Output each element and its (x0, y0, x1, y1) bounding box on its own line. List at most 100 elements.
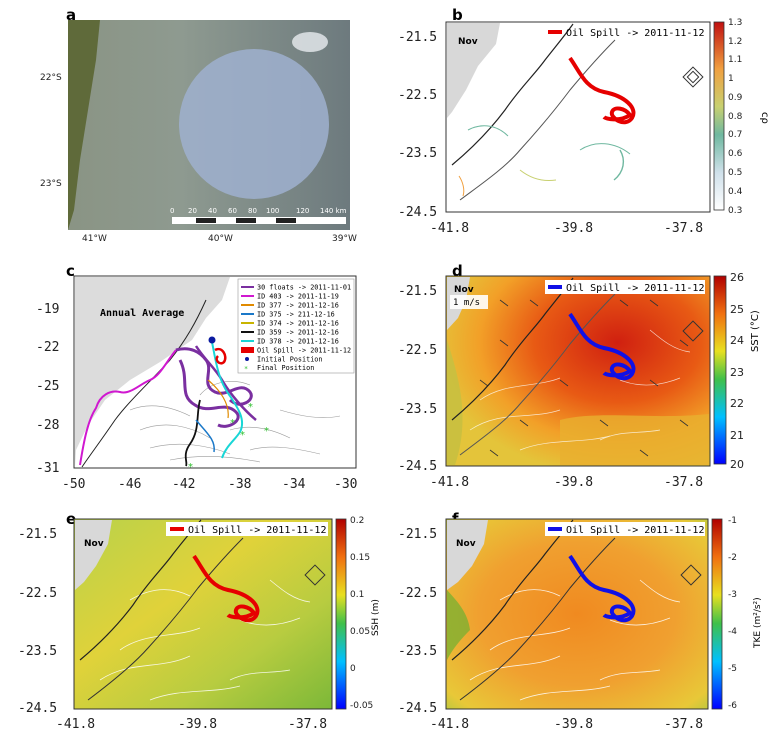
svg-text:0.3: 0.3 (728, 206, 742, 216)
svg-text:Initial Position: Initial Position (257, 356, 322, 364)
svg-text:-21.5: -21.5 (18, 527, 57, 542)
svg-text:*: * (230, 418, 235, 429)
svg-text:-3: -3 (728, 590, 737, 600)
svg-text:-22.5: -22.5 (18, 586, 57, 601)
land (447, 23, 500, 118)
colorbar (711, 518, 723, 710)
panel-letter: b (452, 6, 463, 24)
svg-text:-22.5: -22.5 (398, 88, 437, 103)
svg-text:1: 1 (728, 74, 734, 84)
colorbar-label: cρ (759, 112, 768, 124)
svg-text:0.15: 0.15 (350, 553, 370, 563)
svg-text:1.3: 1.3 (728, 18, 742, 28)
svg-text:80: 80 (248, 207, 257, 215)
svg-text:-22: -22 (36, 340, 59, 355)
x-axis-ticks: -41.8 -39.8 -37.8 (430, 717, 703, 732)
svg-text:-4: -4 (728, 627, 737, 637)
svg-text:0.9: 0.9 (728, 93, 743, 103)
panel-e: e Nov Oil Spill -> 2011-11-12 -21.5 -22.… (18, 510, 381, 732)
coastline-land (68, 20, 100, 230)
svg-text:Final Position: Final Position (257, 364, 314, 372)
svg-text:-23.5: -23.5 (18, 644, 57, 659)
svg-text:-37.8: -37.8 (288, 717, 327, 732)
svg-text:-41.8: -41.8 (430, 221, 469, 236)
svg-text:26: 26 (730, 271, 744, 284)
svg-text:-41.8: -41.8 (430, 717, 469, 732)
lat-label: 22°S (40, 73, 62, 83)
month-label: Nov (456, 539, 476, 549)
svg-text:-24.5: -24.5 (18, 701, 57, 716)
svg-text:0: 0 (170, 207, 174, 215)
legend-text: Oil Spill -> 2011-11-12 (566, 28, 704, 39)
colorbar (713, 21, 725, 211)
svg-text:*: * (188, 462, 193, 473)
colorbar-label: SST (°C) (750, 310, 761, 352)
svg-text:-37.8: -37.8 (664, 717, 703, 732)
svg-text:0.4: 0.4 (728, 187, 743, 197)
y-axis-ticks: -21.5 -22.5 -23.5 -24.5 (18, 527, 57, 716)
svg-text:0.1: 0.1 (350, 590, 364, 600)
colorbar-ticks: -1 -2 -3 -4 -5 -6 (728, 516, 737, 711)
x-axis-ticks: -50 -46 -42 -38 -34 -30 (62, 477, 357, 492)
svg-text:-24.5: -24.5 (398, 701, 437, 716)
colorbar (335, 518, 347, 710)
land (75, 277, 230, 467)
plot-area (445, 518, 709, 710)
svg-text:-21.5: -21.5 (398, 527, 437, 542)
legend-text: Oil Spill -> 2011-11-12 (566, 283, 704, 294)
svg-text:24: 24 (730, 334, 744, 347)
vector-scale: 1 m/s (453, 298, 480, 308)
panel-c: c Annual Average * * * * * 30 floats -> 2011… (36, 262, 357, 492)
svg-text:-38: -38 (228, 477, 251, 492)
svg-text:20: 20 (188, 207, 197, 215)
svg-text:-21.5: -21.5 (398, 284, 437, 299)
final-positions: * * * * * (188, 402, 269, 473)
y-axis-ticks: -19 -22 -25 -28 -31 (36, 302, 59, 476)
legend-entries: 30 floats -> 2011-11-01 ID 403 -> 2011-1… (241, 284, 351, 373)
svg-text:30 floats -> 2011-11-01: 30 floats -> 2011-11-01 (257, 284, 351, 292)
svg-text:*: * (244, 365, 248, 373)
svg-text:*: * (240, 430, 245, 441)
panel-a: a 0 20 40 60 80 100 120 140 km 22°S 23°S… (40, 6, 357, 244)
colorbar-label: TKE (m²/s²) (753, 597, 763, 649)
chart-title: Annual Average (100, 308, 184, 319)
svg-text:25: 25 (730, 303, 744, 316)
legend-text: Oil Spill -> 2011-11-12 (566, 525, 704, 536)
svg-text:-24.5: -24.5 (398, 205, 437, 220)
svg-text:-31: -31 (36, 461, 59, 476)
svg-text:-34: -34 (282, 477, 306, 492)
svg-text:ID 377 -> 2011-12-16: ID 377 -> 2011-12-16 (257, 302, 339, 310)
svg-text:-41.8: -41.8 (56, 717, 95, 732)
svg-text:-30: -30 (334, 477, 357, 492)
panel-letter: d (452, 262, 463, 280)
svg-text:60: 60 (228, 207, 237, 215)
colorbar-ticks: 0.2 0.15 0.1 0.05 0 -0.05 (350, 516, 373, 711)
svg-text:0.8: 0.8 (728, 112, 743, 122)
lat-label: 23°S (40, 179, 62, 189)
colorbar (713, 275, 727, 465)
panel-letter: a (66, 6, 76, 24)
svg-text:0.5: 0.5 (728, 168, 742, 178)
panel-d: d Nov 1 m/s Oil Spill -> 2011-11-12 -21.… (398, 262, 761, 490)
svg-text:-19: -19 (36, 302, 59, 317)
svg-text:-23.5: -23.5 (398, 402, 437, 417)
lon-label: 39°W (332, 234, 357, 244)
svg-text:100: 100 (266, 207, 279, 215)
plot-area (445, 21, 711, 213)
cloud (292, 32, 328, 52)
legend (237, 278, 355, 374)
svg-text:-39.8: -39.8 (554, 221, 593, 236)
svg-text:-1: -1 (728, 516, 737, 526)
panel-f: f Nov Oil Spill -> 2011-11-12 -21.5 -22.… (398, 510, 763, 732)
svg-text:0.6: 0.6 (728, 149, 743, 159)
svg-text:-2: -2 (728, 553, 737, 563)
panel-b: b Nov Oil Spill -> 2011-11-12 -21.5 -22.… (398, 6, 768, 236)
svg-text:ID 375 -> 211-12-16: ID 375 -> 211-12-16 (257, 311, 335, 319)
svg-text:ID 359 -> 2011-12-16: ID 359 -> 2011-12-16 (257, 329, 339, 337)
svg-text:23: 23 (730, 366, 744, 379)
svg-text:-46: -46 (118, 477, 141, 492)
svg-text:*: * (248, 402, 253, 413)
svg-text:22: 22 (730, 397, 744, 410)
svg-text:140 km: 140 km (320, 207, 347, 215)
month-label: Nov (458, 37, 478, 47)
